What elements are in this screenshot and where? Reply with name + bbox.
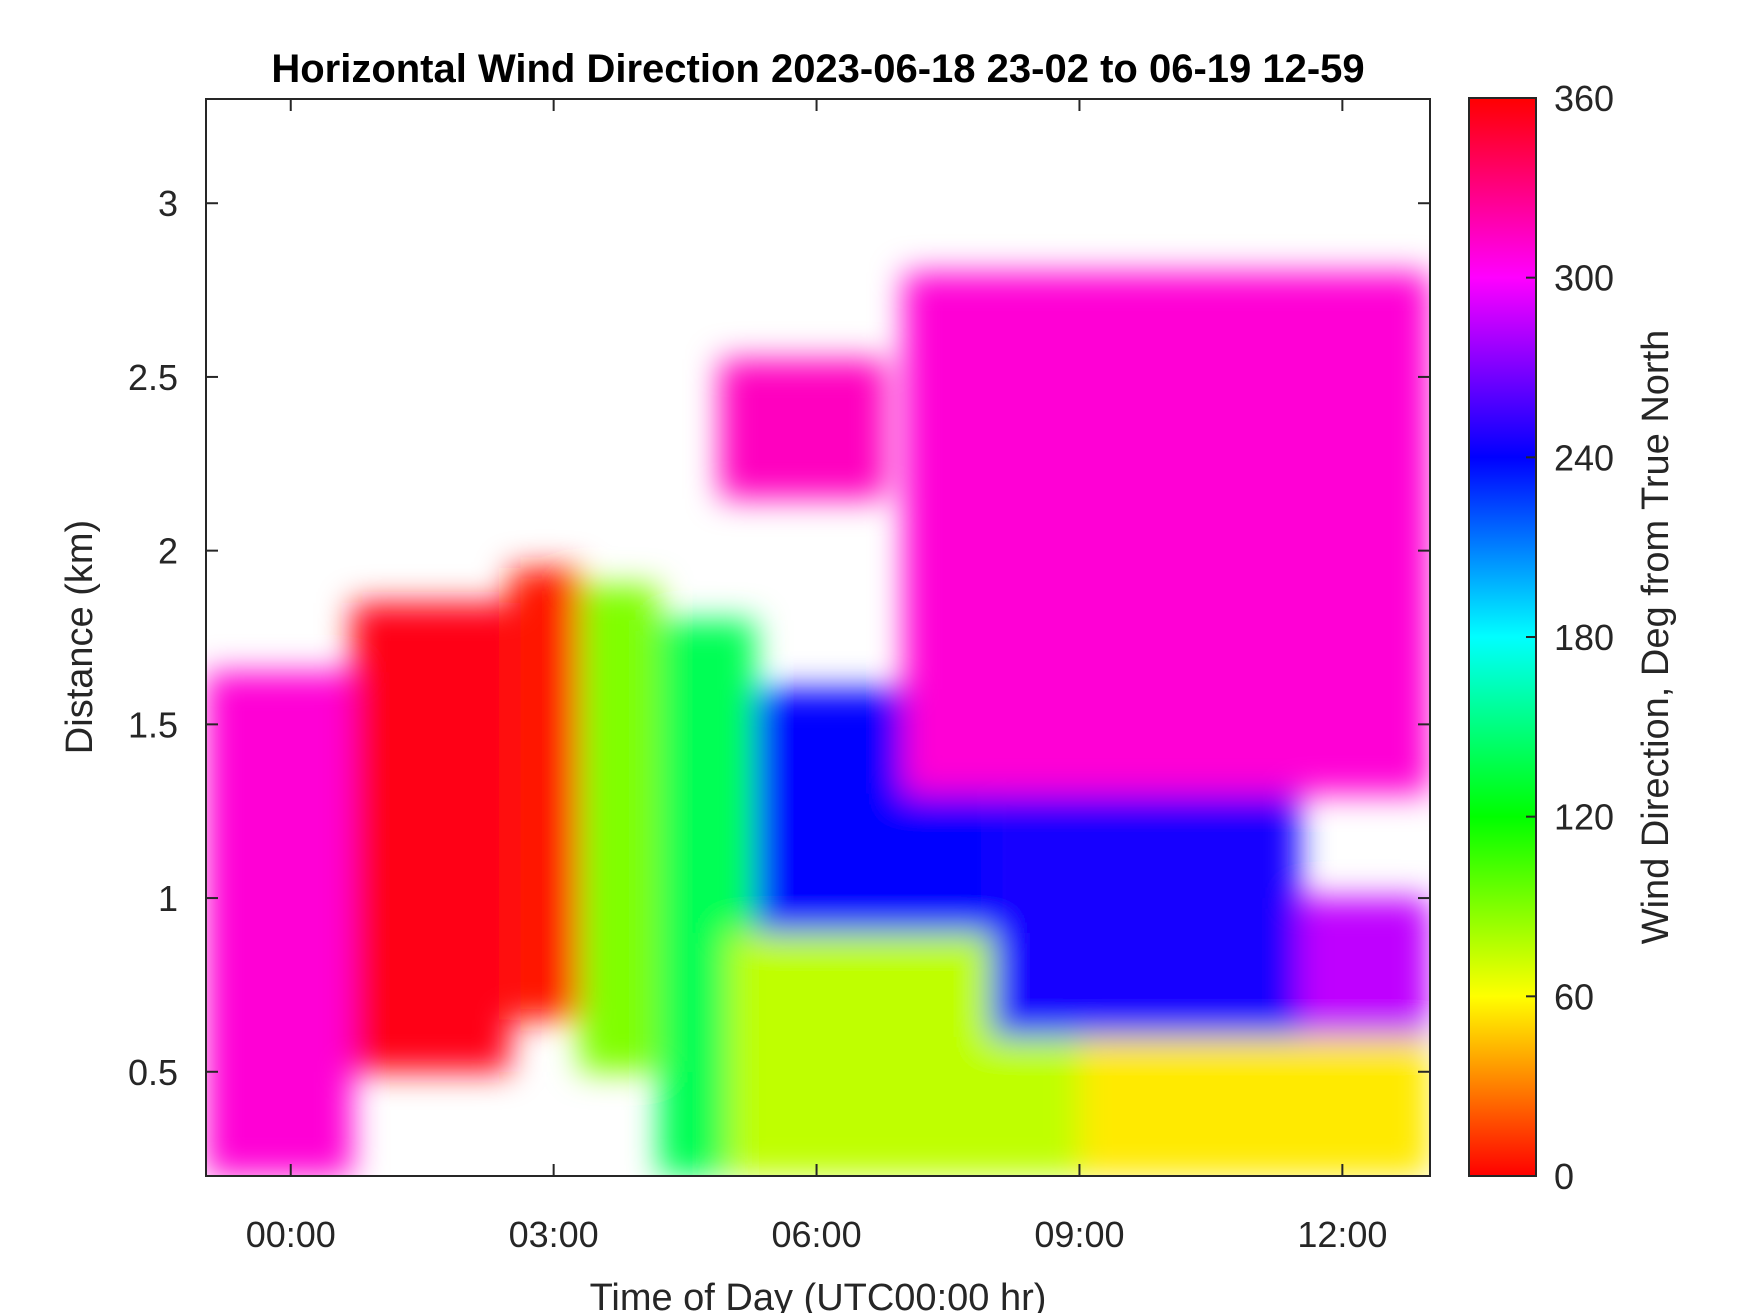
plot-area bbox=[205, 98, 1431, 1177]
heatmap-region bbox=[509, 568, 580, 1020]
x-axis-ticks: 00:00 03:00 06:00 09:00 12:00 bbox=[246, 99, 1387, 1255]
colorbar-tick-label: 240 bbox=[1554, 437, 1614, 478]
colorbar-tick-label: 120 bbox=[1554, 797, 1614, 838]
x-tick-label: 09:00 bbox=[1034, 1214, 1124, 1255]
y-tick-label: 3 bbox=[158, 183, 178, 224]
heatmap-region bbox=[206, 672, 353, 1176]
heatmap-region bbox=[352, 602, 510, 1072]
y-axis-label: Distance (km) bbox=[59, 520, 101, 754]
colorbar-tick-label: 300 bbox=[1554, 258, 1614, 299]
x-tick-label: 12:00 bbox=[1297, 1214, 1387, 1255]
x-tick-label: 03:00 bbox=[509, 1214, 599, 1255]
heatmap-region bbox=[579, 585, 659, 1072]
colorbar-tick-label: 180 bbox=[1554, 617, 1614, 658]
colorbar-tick-label: 60 bbox=[1554, 976, 1594, 1017]
y-tick-label: 2.5 bbox=[128, 357, 178, 398]
x-tick-label: 06:00 bbox=[772, 1214, 862, 1255]
heatmap-region bbox=[904, 272, 1430, 794]
heatmap-layer bbox=[206, 272, 1430, 1176]
colorbar-gradient bbox=[1469, 98, 1536, 1176]
heatmap-regions bbox=[206, 272, 1430, 1176]
colorbar-tick-label: 360 bbox=[1554, 78, 1614, 119]
heatmap-region bbox=[991, 793, 1299, 1038]
colorbar-label: Wind Direction, Deg from True North bbox=[1635, 330, 1677, 945]
heatmap-region bbox=[1079, 1037, 1430, 1176]
heatmap-region bbox=[720, 359, 887, 499]
heatmap-region bbox=[1298, 898, 1430, 1038]
colorbar: 0 60 120 180 240 300 360 Wind Direction, Deg f… bbox=[1468, 78, 1677, 1197]
y-tick-label: 1.5 bbox=[128, 704, 178, 745]
y-tick-label: 0.5 bbox=[128, 1052, 178, 1093]
x-axis-label: Time of Day (UTC00:00 hr) bbox=[590, 1277, 1047, 1313]
colorbar-ticks: 0 60 120 180 240 300 360 bbox=[1526, 78, 1614, 1197]
colorbar-tick-label: 0 bbox=[1554, 1156, 1574, 1197]
plot-frame bbox=[205, 98, 1431, 1177]
y-tick-label: 2 bbox=[158, 531, 178, 572]
x-tick-label: 00:00 bbox=[246, 1214, 336, 1255]
y-tick-label: 1 bbox=[158, 878, 178, 919]
y-axis-ticks: 0.5 1 1.5 2 2.5 3 bbox=[128, 183, 1430, 1093]
chart-title: Horizontal Wind Direction 2023-06-18 23-… bbox=[271, 47, 1364, 91]
